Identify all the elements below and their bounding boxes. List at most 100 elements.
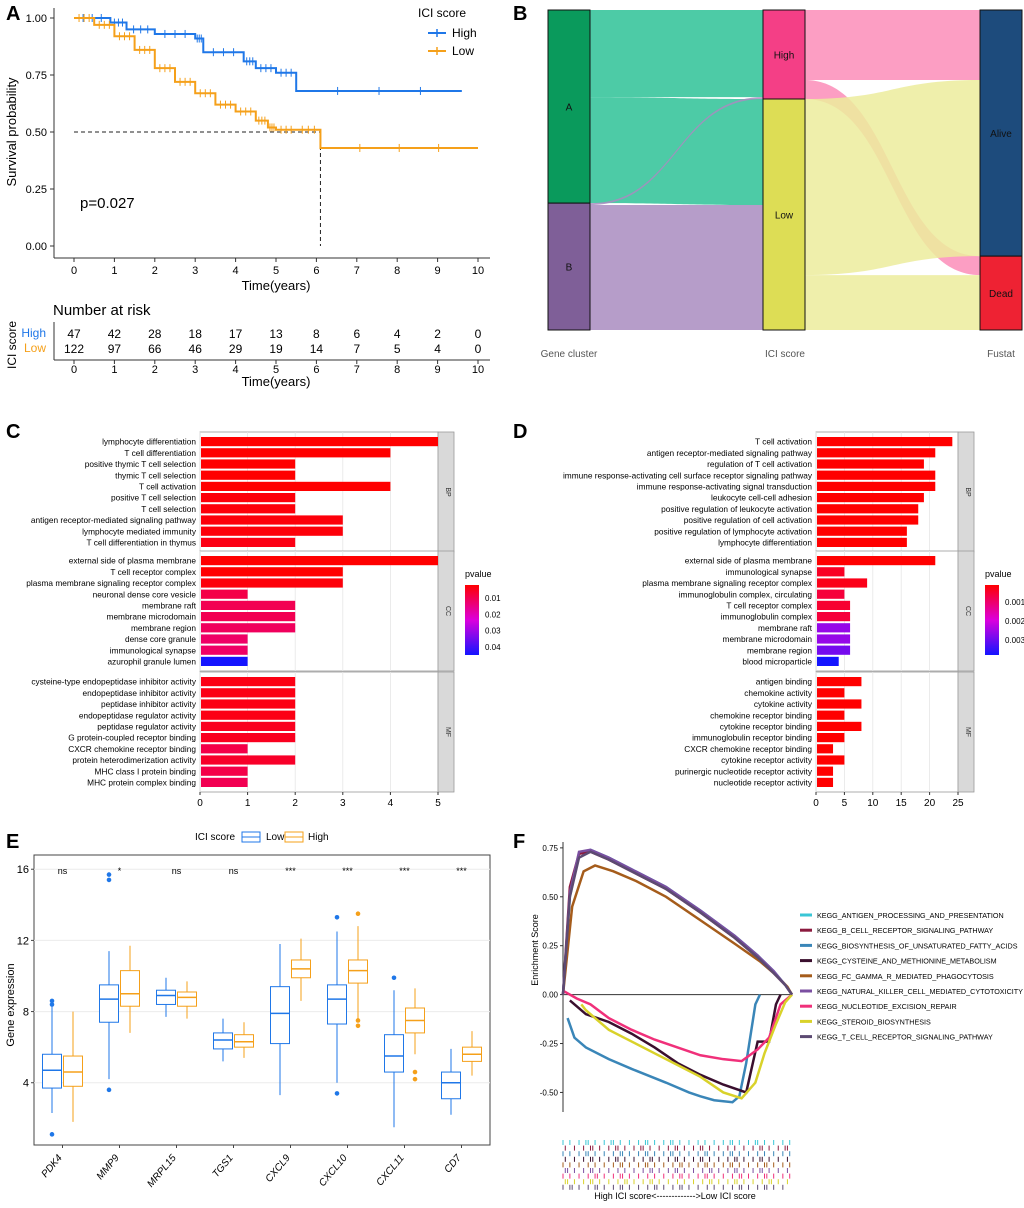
c-bar-label: antigen receptor-mediated signaling path… bbox=[31, 515, 197, 525]
risk-x-tick-label: 4 bbox=[233, 364, 239, 376]
risk-cell: 17 bbox=[229, 327, 243, 341]
f-es-curve bbox=[561, 850, 794, 996]
d-bar-label: positive regulation of leukocyte activat… bbox=[661, 504, 812, 514]
b-flow-low-dead bbox=[805, 275, 980, 330]
d-x-tick-label: 25 bbox=[952, 798, 964, 809]
risk-cell: 122 bbox=[64, 342, 84, 356]
b-flow-a-high bbox=[590, 10, 763, 98]
e-significance-label: ns bbox=[229, 866, 239, 876]
c-bar-label: positive thymic T cell selection bbox=[85, 459, 197, 469]
c-bar-label: T cell receptor complex bbox=[110, 567, 196, 577]
risk-row-label-low: Low bbox=[24, 341, 46, 355]
e-y-tick-label: 4 bbox=[23, 1078, 29, 1090]
f-y-tick-label: 0.00 bbox=[542, 991, 558, 1000]
risk-x-tick-label: 6 bbox=[313, 364, 319, 376]
d-bar bbox=[817, 755, 845, 765]
c-bar-label: endopeptidase regulator activity bbox=[79, 710, 197, 720]
e-outlier bbox=[334, 1091, 340, 1096]
c-bar bbox=[201, 777, 248, 787]
d-bar bbox=[817, 515, 919, 525]
c-bar bbox=[201, 470, 296, 480]
risk-row-label-high: High bbox=[21, 326, 46, 340]
d-bar bbox=[817, 721, 862, 731]
d-bar bbox=[817, 437, 953, 447]
e-y-tick-label: 12 bbox=[17, 935, 29, 947]
a-x-tick-label: 9 bbox=[435, 265, 441, 277]
c-x-tick-label: 2 bbox=[292, 798, 298, 809]
c-bar-label: lymphocyte mediated immunity bbox=[82, 526, 197, 536]
d-bar bbox=[817, 493, 924, 503]
a-xlabel: Time(years) bbox=[242, 278, 311, 293]
risk-x-tick-label: 0 bbox=[71, 364, 77, 376]
f-es-curve bbox=[569, 994, 782, 1095]
risk-cell: 46 bbox=[189, 342, 203, 356]
a-x-tick-label: 10 bbox=[472, 265, 484, 277]
f-es-curve bbox=[561, 848, 794, 996]
e-legend-title: ICI score bbox=[195, 832, 235, 843]
d-bar-label: immune response-activating signal transd… bbox=[637, 482, 813, 492]
d-bar-label: external side of plasma membrane bbox=[685, 556, 813, 566]
d-legend-tick: 0.002 bbox=[1005, 617, 1024, 626]
a-x-tick-label: 0 bbox=[71, 265, 77, 277]
d-bar-label: antigen binding bbox=[756, 677, 813, 687]
a-y-tick-label: 0.75 bbox=[26, 70, 47, 82]
a-x-tick-label: 4 bbox=[233, 265, 239, 277]
d-bar bbox=[817, 504, 919, 514]
d-facet-strip-label: CC bbox=[964, 606, 971, 616]
c-bar bbox=[201, 515, 343, 525]
d-bar bbox=[817, 766, 834, 776]
c-bar bbox=[201, 556, 438, 566]
d-bar-label: regulation of T cell activation bbox=[707, 459, 812, 469]
risk-x-tick-label: 2 bbox=[152, 364, 158, 376]
risk-cell: 47 bbox=[67, 327, 81, 341]
c-bar-label: cysteine-type endopeptidase inhibitor ac… bbox=[31, 677, 197, 687]
d-legend-title: pvalue bbox=[985, 569, 1012, 579]
c-bar-label: T cell differentiation bbox=[124, 448, 196, 458]
c-bar bbox=[201, 437, 438, 447]
e-box-low bbox=[441, 1071, 461, 1100]
c-bar-label: G protein-coupled receptor binding bbox=[68, 733, 196, 743]
e-box-high bbox=[234, 1034, 254, 1048]
e-box-low bbox=[384, 1034, 404, 1073]
risk-x-tick-label: 5 bbox=[273, 364, 279, 376]
a-x-tick-label: 8 bbox=[394, 265, 400, 277]
b-node-b bbox=[547, 202, 591, 331]
e-category-label: TGS1 bbox=[211, 1153, 236, 1180]
f-legend-label: KEGG_NUCLEOTIDE_EXCISION_REPAIR bbox=[817, 1002, 957, 1011]
d-bar-label: membrane raft bbox=[758, 623, 813, 633]
c-bar bbox=[201, 537, 296, 547]
e-outlier bbox=[355, 911, 361, 917]
e-box-high bbox=[63, 1055, 83, 1087]
d-bar-label: membrane region bbox=[747, 645, 812, 655]
a-x-tick-label: 2 bbox=[152, 265, 158, 277]
c-x-tick-label: 0 bbox=[197, 798, 203, 809]
c-bar bbox=[201, 481, 391, 491]
d-bar-label: leukocyte cell-cell adhesion bbox=[711, 493, 812, 503]
b-node-label: Low bbox=[775, 210, 794, 221]
d-bar bbox=[817, 589, 845, 599]
c-bar bbox=[201, 567, 343, 577]
a-x-tick-label: 6 bbox=[313, 265, 319, 277]
e-outlier bbox=[49, 1132, 55, 1137]
e-y-tick-label: 8 bbox=[23, 1007, 29, 1019]
d-bar-label: purinergic nucleotide receptor activity bbox=[675, 766, 813, 776]
d-legend-tick: 0.003 bbox=[1005, 636, 1024, 645]
d-bar-label: positive regulation of cell activation bbox=[684, 515, 813, 525]
risk-x-tick-label: 10 bbox=[472, 364, 484, 376]
d-x-tick-label: 10 bbox=[867, 798, 879, 809]
c-bar bbox=[201, 493, 296, 503]
f-y-tick-label: 0.75 bbox=[542, 844, 558, 853]
c-legend-tick: 0.02 bbox=[485, 610, 501, 619]
d-bar-label: immunoglobulin complex, circulating bbox=[679, 589, 813, 599]
e-significance-label: *** bbox=[342, 866, 353, 876]
e-significance-label: *** bbox=[399, 866, 410, 876]
c-bar bbox=[201, 755, 296, 765]
c-bar bbox=[201, 459, 296, 469]
f-es-curve bbox=[580, 993, 793, 1100]
a-x-tick-label: 7 bbox=[354, 265, 360, 277]
e-outlier bbox=[49, 1002, 55, 1007]
d-bar-label: immune response-activating cell surface … bbox=[563, 470, 813, 480]
risk-cell: 5 bbox=[394, 342, 401, 356]
f-legend-label: KEGG_T_CELL_RECEPTOR_SIGNALING_PATHWAY bbox=[817, 1033, 993, 1042]
